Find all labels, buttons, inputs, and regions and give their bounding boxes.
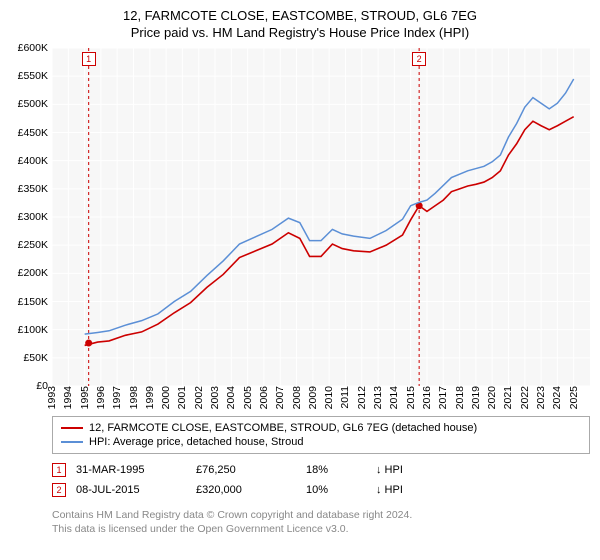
sale-pct-2: 10% (306, 484, 366, 496)
chart-title-block: 12, FARMCOTE CLOSE, EASTCOMBE, STROUD, G… (10, 8, 590, 40)
chart-badge: 1 (82, 52, 96, 66)
x-tick-label: 2017 (437, 386, 449, 409)
sale-dir-1: ↓ HPI (376, 464, 403, 476)
y-tick-label: £500K (18, 98, 48, 110)
y-tick-label: £50K (23, 352, 48, 364)
legend-row-property: 12, FARMCOTE CLOSE, EASTCOMBE, STROUD, G… (61, 421, 581, 435)
x-tick-label: 2008 (291, 386, 303, 409)
sale-price-1: £76,250 (196, 464, 296, 476)
sale-date-2: 08-JUL-2015 (76, 484, 186, 496)
legend-swatch-hpi (61, 441, 83, 443)
sale-date-1: 31-MAR-1995 (76, 464, 186, 476)
x-tick-label: 2011 (339, 386, 351, 409)
x-tick-label: 2012 (356, 386, 368, 409)
x-tick-label: 2022 (519, 386, 531, 409)
y-tick-label: £100K (18, 324, 48, 336)
x-tick-label: 2021 (502, 386, 514, 409)
x-tick-label: 1993 (46, 386, 58, 409)
x-tick-label: 2014 (388, 386, 400, 409)
x-tick-label: 2013 (372, 386, 384, 409)
chart-canvas: 12 (52, 48, 590, 386)
y-axis-labels: £0£50K£100K£150K£200K£250K£300K£350K£400… (10, 48, 50, 386)
sale-price-2: £320,000 (196, 484, 296, 496)
y-tick-label: £200K (18, 267, 48, 279)
footer: Contains HM Land Registry data © Crown c… (52, 508, 590, 536)
y-tick-label: £400K (18, 155, 48, 167)
x-tick-label: 1999 (144, 386, 156, 409)
x-tick-label: 2003 (209, 386, 221, 409)
footer-line2: This data is licensed under the Open Gov… (52, 522, 590, 536)
y-tick-label: £450K (18, 127, 48, 139)
x-tick-label: 1998 (128, 386, 140, 409)
x-tick-label: 2025 (568, 386, 580, 409)
sale-row-2: 2 08-JUL-2015 £320,000 10% ↓ HPI (52, 480, 590, 500)
x-tick-label: 2015 (405, 386, 417, 409)
y-tick-label: £150K (18, 296, 48, 308)
y-tick-label: £600K (18, 42, 48, 54)
x-tick-label: 2001 (176, 386, 188, 409)
title-line1: 12, FARMCOTE CLOSE, EASTCOMBE, STROUD, G… (10, 8, 590, 23)
x-tick-label: 2018 (454, 386, 466, 409)
x-tick-label: 2024 (551, 386, 563, 409)
x-tick-label: 2019 (470, 386, 482, 409)
sale-row-1: 1 31-MAR-1995 £76,250 18% ↓ HPI (52, 460, 590, 480)
x-tick-label: 2016 (421, 386, 433, 409)
x-tick-label: 1997 (111, 386, 123, 409)
x-axis-labels: 1993199419951996199719981999200020012002… (52, 386, 590, 410)
legend-label-property: 12, FARMCOTE CLOSE, EASTCOMBE, STROUD, G… (89, 422, 477, 434)
x-tick-label: 2005 (242, 386, 254, 409)
x-tick-label: 2004 (225, 386, 237, 409)
x-tick-label: 2009 (307, 386, 319, 409)
sale-badge-2: 2 (52, 483, 66, 497)
x-tick-label: 1996 (95, 386, 107, 409)
sales-table: 1 31-MAR-1995 £76,250 18% ↓ HPI 2 08-JUL… (52, 460, 590, 500)
legend-row-hpi: HPI: Average price, detached house, Stro… (61, 435, 581, 449)
x-tick-label: 2000 (160, 386, 172, 409)
legend-label-hpi: HPI: Average price, detached house, Stro… (89, 436, 303, 448)
title-line2: Price paid vs. HM Land Registry's House … (10, 25, 590, 40)
sale-dir-2: ↓ HPI (376, 484, 403, 496)
legend: 12, FARMCOTE CLOSE, EASTCOMBE, STROUD, G… (52, 416, 590, 454)
y-tick-label: £550K (18, 70, 48, 82)
x-tick-label: 2002 (193, 386, 205, 409)
x-tick-label: 2020 (486, 386, 498, 409)
sale-pct-1: 18% (306, 464, 366, 476)
x-tick-label: 1994 (62, 386, 74, 409)
y-tick-label: £250K (18, 239, 48, 251)
x-tick-label: 2007 (274, 386, 286, 409)
chart-badge: 2 (412, 52, 426, 66)
x-tick-label: 2006 (258, 386, 270, 409)
x-tick-label: 2010 (323, 386, 335, 409)
x-tick-label: 1995 (79, 386, 91, 409)
legend-swatch-property (61, 427, 83, 429)
y-tick-label: £300K (18, 211, 48, 223)
x-tick-label: 2023 (535, 386, 547, 409)
y-tick-label: £350K (18, 183, 48, 195)
footer-line1: Contains HM Land Registry data © Crown c… (52, 508, 590, 522)
plot-area: £0£50K£100K£150K£200K£250K£300K£350K£400… (10, 48, 590, 410)
sale-badge-1: 1 (52, 463, 66, 477)
